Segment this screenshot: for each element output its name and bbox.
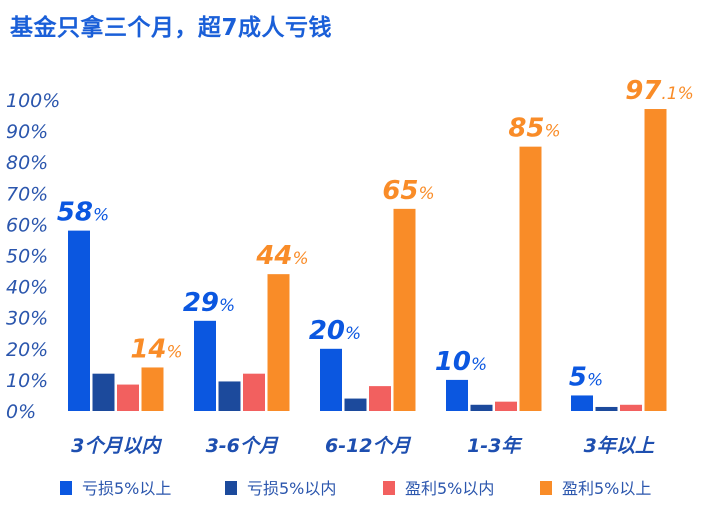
data-label: 5% [569, 362, 603, 392]
bar-亏损5%以内-1-3年 [470, 404, 493, 411]
y-tick-label: 60% [6, 214, 48, 236]
x-tick-label: 3年以上 [584, 435, 655, 457]
bar-盈利5%以上-6-12个月 [393, 208, 416, 411]
legend-swatch [60, 481, 72, 495]
y-tick-label: 80% [6, 152, 48, 174]
y-tick-label: 20% [6, 339, 48, 361]
legend-swatch [540, 481, 552, 495]
x-tick-label: 1-3年 [467, 435, 523, 457]
data-label: 97.1% [625, 76, 694, 106]
legend-swatch [225, 481, 237, 495]
x-tick-label: 6-12个月 [325, 435, 412, 457]
data-label: 58% [57, 198, 109, 228]
bar-盈利5%以上-1-3年 [519, 146, 542, 411]
bar-亏损5%以内-6-12个月 [344, 398, 367, 411]
y-tick-label: 100% [6, 90, 60, 112]
bar-亏损5%以内-3-6个月 [218, 381, 241, 411]
legend-swatch [383, 481, 395, 495]
chart-title: 基金只拿三个月，超7成人亏钱 [10, 15, 333, 41]
bar-盈利5%以上-3年以上 [644, 109, 667, 412]
bar-盈利5%以内-3-6个月 [243, 373, 265, 411]
bar-亏损5%以内-3个月以内 [92, 373, 115, 411]
y-tick-label: 50% [6, 246, 48, 268]
bar-亏损5%以上-3个月以内 [68, 230, 90, 411]
bar-亏损5%以内-3年以上 [595, 406, 618, 411]
data-label: 20% [309, 316, 361, 346]
y-tick-label: 30% [6, 308, 48, 330]
data-label: 44% [255, 241, 308, 271]
bar-盈利5%以内-3年以上 [620, 404, 642, 411]
legend-label: 盈利5%以内 [405, 479, 494, 498]
data-label: 14% [130, 334, 182, 364]
y-tick-label: 10% [6, 370, 48, 392]
bar-亏损5%以上-3年以上 [571, 395, 593, 411]
data-label: 65% [382, 176, 434, 206]
y-tick-label: 40% [6, 277, 48, 299]
bar-盈利5%以内-6-12个月 [369, 386, 391, 411]
y-tick-label: 0% [6, 401, 36, 423]
bar-盈利5%以内-1-3年 [495, 401, 517, 411]
bar-盈利5%以上-3-6个月 [267, 274, 290, 411]
y-tick-label: 90% [6, 121, 48, 143]
bar-亏损5%以上-3-6个月 [194, 320, 216, 411]
data-label: 29% [183, 288, 235, 318]
data-label: 85% [508, 114, 560, 144]
y-tick-label: 70% [6, 183, 48, 205]
bar-亏损5%以上-1-3年 [446, 379, 468, 411]
legend-label: 亏损5%以上 [82, 479, 171, 498]
x-tick-label: 3-6个月 [206, 435, 279, 457]
bar-盈利5%以上-3个月以内 [141, 367, 164, 411]
bar-亏损5%以上-6-12个月 [320, 348, 342, 411]
legend-label: 亏损5%以内 [247, 479, 336, 498]
legend-label: 盈利5%以上 [562, 479, 651, 498]
x-tick-label: 3个月以内 [71, 435, 162, 457]
data-label: 10% [435, 347, 487, 377]
bar-盈利5%以内-3个月以内 [117, 384, 139, 411]
